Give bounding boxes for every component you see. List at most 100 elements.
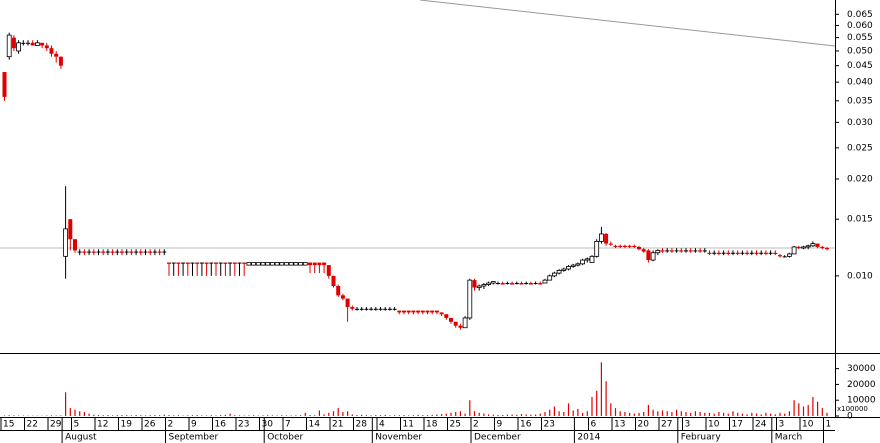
candle-body — [561, 268, 567, 271]
candle-body — [209, 262, 214, 264]
volume-bar — [760, 414, 762, 416]
volume-bar — [144, 415, 147, 416]
volume-bar — [723, 412, 725, 416]
volume-bar — [215, 415, 217, 416]
candle-body — [331, 275, 336, 287]
x-tick-label: 9 — [497, 420, 503, 430]
volume-bar — [262, 415, 264, 416]
volume-bar — [713, 413, 715, 416]
volume-bar — [422, 415, 424, 416]
x-tick-label: 29 — [50, 420, 62, 430]
x-tick-label: 2 — [473, 420, 479, 430]
volume-bar — [238, 415, 241, 416]
candle-body — [575, 263, 581, 266]
candle-body — [120, 251, 124, 253]
candle-body — [265, 262, 271, 266]
candle-body — [660, 250, 665, 252]
candle-body — [773, 252, 778, 254]
candle-body — [312, 262, 317, 266]
candle-body — [11, 37, 16, 49]
candle-body — [364, 308, 369, 310]
volume-bar — [102, 415, 104, 416]
candle-body — [6, 34, 12, 58]
candle-body — [740, 252, 745, 254]
volume-bar — [126, 415, 128, 416]
volume-bar — [412, 415, 414, 416]
candle-body — [584, 258, 590, 261]
volume-bar — [661, 410, 664, 416]
candle-body — [627, 245, 632, 247]
volume-bar — [191, 415, 194, 416]
candle-body — [613, 245, 618, 247]
volume-bar — [140, 415, 142, 416]
candle-body — [449, 317, 453, 322]
candle-body — [406, 310, 411, 313]
y-tick-label: 0.040 — [847, 78, 873, 88]
volume-bar — [502, 415, 504, 416]
volume-bar — [187, 415, 189, 416]
candle-body — [754, 252, 759, 254]
candle-body — [35, 42, 40, 46]
candle-body — [44, 45, 49, 49]
volume-bar — [74, 409, 76, 416]
volume-bar — [177, 415, 179, 416]
volume-bar — [431, 414, 433, 416]
month-label: February — [681, 433, 722, 443]
x-tick-label: 26 — [144, 420, 156, 430]
volume-bar — [563, 412, 565, 416]
volume-bar — [408, 415, 410, 416]
candle-body — [110, 251, 115, 253]
candle-body — [618, 245, 623, 247]
volume-bar — [817, 401, 819, 416]
candle-body — [533, 283, 538, 285]
candle-body — [490, 281, 496, 284]
x-tick-label: 22 — [27, 420, 38, 430]
candle-body — [599, 233, 604, 242]
candle-body — [528, 283, 533, 285]
candle-body — [778, 255, 782, 257]
candle-body — [787, 253, 792, 257]
candle-body — [317, 262, 322, 266]
volume-bar — [633, 413, 635, 416]
candle-body — [345, 298, 350, 308]
volume-bar — [328, 412, 330, 416]
candle-body — [791, 246, 797, 255]
volume-bar — [473, 411, 476, 416]
y-tick-label: 0.065 — [847, 10, 873, 20]
candle-body — [260, 262, 266, 266]
candle-body — [486, 282, 492, 285]
candle-body — [707, 252, 712, 254]
volume-bar — [549, 409, 551, 416]
candle-body — [650, 252, 656, 261]
volume-bar — [379, 415, 382, 416]
candle-body — [73, 239, 77, 251]
volume-bar — [69, 408, 71, 416]
volume-bar — [572, 410, 574, 416]
volume-bar — [567, 403, 570, 416]
candle-body — [768, 252, 773, 254]
x-tick-label: 13 — [614, 420, 625, 430]
volume-bar — [107, 415, 109, 416]
candle-body — [430, 310, 435, 313]
candle-body — [167, 262, 171, 264]
candle-body — [820, 246, 825, 249]
volume-bar — [788, 411, 790, 416]
volume-bar — [469, 400, 471, 416]
volume-bar — [798, 403, 800, 416]
candle-body — [326, 265, 331, 276]
volume-bar — [727, 413, 729, 416]
x-tick-label: 16 — [520, 420, 532, 430]
volume-bar — [732, 411, 734, 416]
volume-bar — [384, 414, 386, 416]
volume-bar — [464, 413, 466, 416]
candle-body — [232, 262, 237, 264]
candle-body — [641, 249, 646, 252]
candle-body — [378, 308, 383, 310]
volume-bar — [323, 414, 325, 416]
volume-bar — [285, 415, 288, 416]
volume-bar — [535, 414, 537, 416]
candle-body — [665, 250, 670, 252]
volume-bar — [13, 415, 15, 416]
candle-body — [105, 251, 110, 253]
